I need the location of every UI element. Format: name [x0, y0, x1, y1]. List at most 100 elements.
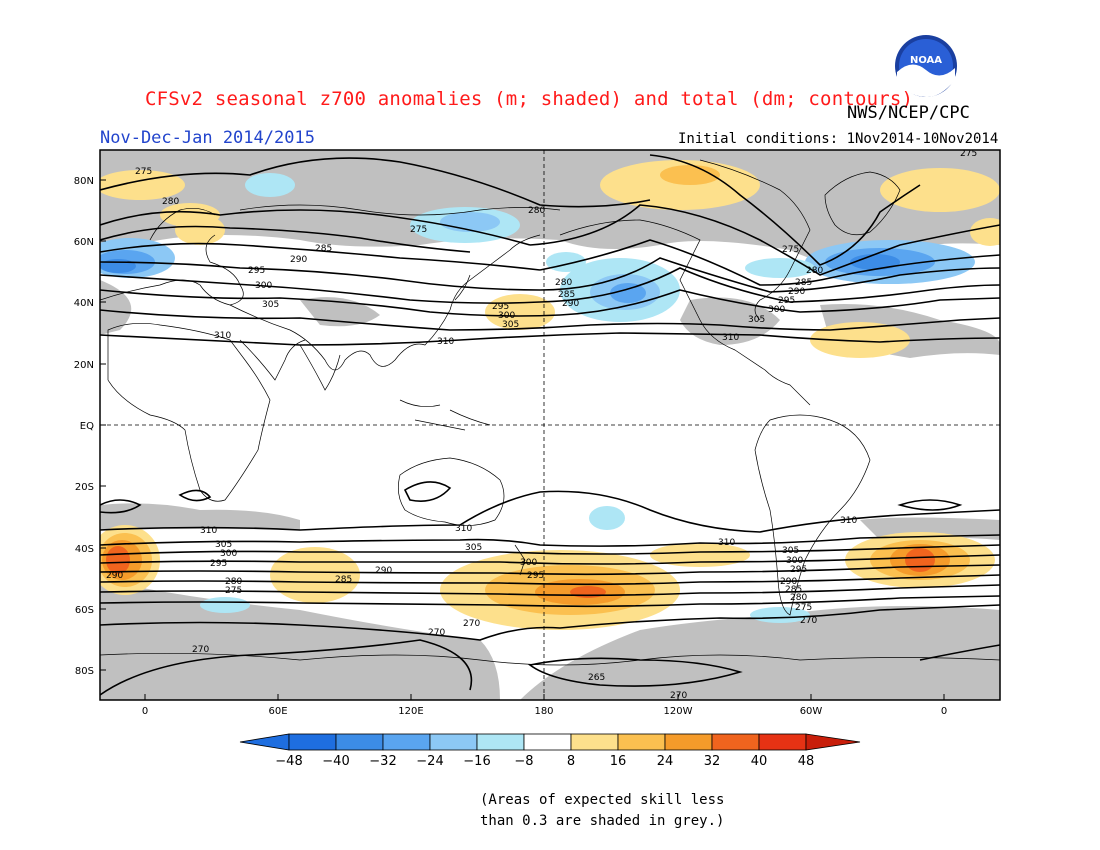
contour-label-300: 300	[498, 311, 515, 321]
contour-label-270: 270	[428, 628, 445, 638]
contour-label-305: 305	[465, 543, 482, 553]
contour-label-305: 305	[262, 300, 279, 310]
colorbar-label: −40	[322, 754, 349, 769]
colorbar-label: 16	[610, 754, 627, 769]
contour-label-295: 295	[527, 571, 544, 581]
lat-tick-label: 80N	[74, 176, 94, 187]
contour-label-285: 285	[335, 575, 352, 585]
contour-label-290: 290	[788, 287, 805, 297]
contour-label-280: 280	[555, 278, 572, 288]
contour-label-295: 295	[790, 565, 807, 575]
colorbar-arrow-left	[239, 733, 290, 751]
contour-label-275: 275	[225, 586, 242, 596]
colorbar-label: −48	[275, 754, 302, 769]
colorbar-cell	[523, 733, 572, 751]
colorbar-cell	[570, 733, 619, 751]
lon-tick-label: 120E	[398, 706, 423, 717]
longitude-axis: 0 60E 120E 180 120W 60W 0	[142, 694, 947, 717]
colorbar-label: 40	[751, 754, 768, 769]
contour-label-275: 275	[410, 225, 427, 235]
anomaly-shading	[100, 160, 1000, 358]
lon-tick-label: 180	[534, 706, 553, 717]
contour-label-310: 310	[200, 526, 217, 536]
contour-label-285: 285	[785, 585, 802, 595]
colorbar: −48 −40 −32 −24 −16 −8 8 16 24 32 40 48	[239, 733, 861, 769]
contour-label-310: 310	[437, 337, 454, 347]
contour-label-285: 285	[315, 244, 332, 254]
contour-label-310: 310	[455, 524, 472, 534]
contour-label-270: 270	[800, 616, 817, 626]
chart-title: CFSv2 seasonal z700 anomalies (m; shaded…	[145, 88, 914, 110]
contour-label-310: 310	[718, 538, 735, 548]
colorbar-cell	[335, 733, 384, 751]
contour-label-300: 300	[786, 556, 803, 566]
contour-label-295: 295	[778, 296, 795, 306]
contour-label-300: 300	[220, 549, 237, 559]
agency-label: NWS/NCEP/CPC	[847, 103, 970, 123]
contour-label-300: 300	[768, 305, 785, 315]
contour-label-280: 280	[162, 197, 179, 207]
contour-label-295: 295	[248, 266, 265, 276]
lat-tick-label: EQ	[80, 421, 94, 432]
contour-label-280: 280	[528, 206, 545, 216]
colorbar-cell	[711, 733, 760, 751]
contour-label-300: 300	[255, 281, 272, 291]
contour-label-275: 275	[782, 245, 799, 255]
contour-label-290: 290	[106, 571, 123, 581]
footnote-line: (Areas of expected skill less	[480, 792, 725, 808]
colorbar-label: −16	[463, 754, 490, 769]
initial-conditions: Initial conditions: 1Nov2014-10Nov2014	[678, 131, 999, 147]
contour-label-270: 270	[463, 619, 480, 629]
lon-tick-label: 120W	[664, 706, 693, 717]
lon-tick-label: 0	[142, 706, 148, 717]
colorbar-cell	[476, 733, 525, 751]
contour-label-310: 310	[722, 333, 739, 343]
colorbar-cell	[382, 733, 431, 751]
colorbar-label: 24	[657, 754, 674, 769]
contour-label-280: 280	[790, 593, 807, 603]
colorbar-arrow-right	[805, 733, 861, 751]
contour-label-285: 285	[795, 278, 812, 288]
colorbar-label: 32	[704, 754, 721, 769]
lat-tick-label: 60S	[75, 605, 94, 616]
lat-tick-label: 80S	[75, 666, 94, 677]
contour-label-305: 305	[502, 320, 519, 330]
lat-tick-label: 20S	[75, 482, 94, 493]
contour-label-280: 280	[225, 577, 242, 587]
contour-label-290: 290	[290, 255, 307, 265]
colorbar-label: −8	[514, 754, 533, 769]
colorbar-label: 8	[567, 754, 575, 769]
colorbar-cell	[664, 733, 713, 751]
lat-tick-label: 40N	[74, 298, 94, 309]
contour-label-310: 310	[214, 331, 231, 341]
contour-label-295: 295	[210, 559, 227, 569]
contour-label-290: 290	[562, 299, 579, 309]
contour-label-310: 310	[840, 516, 857, 526]
contour-label-305: 305	[782, 546, 799, 556]
colorbar-cell	[758, 733, 807, 751]
contour-label-285: 285	[558, 290, 575, 300]
contour-label-295: 295	[492, 302, 509, 312]
noaa-logo: NOAA	[895, 35, 957, 98]
height-contours	[100, 154, 1000, 696]
lat-tick-label: 20N	[74, 360, 94, 371]
colorbar-label: 48	[798, 754, 815, 769]
latitude-axis: 80N 60N 40N 20N EQ 20S 40S 60S 80S	[74, 176, 106, 677]
skill-footnote: (Areas of expected skill less than 0.3 a…	[480, 790, 724, 832]
lat-tick-label: 60N	[74, 237, 94, 248]
contour-label-290: 290	[780, 577, 797, 587]
colorbar-label: −32	[369, 754, 396, 769]
contour-label-300: 300	[520, 558, 537, 568]
colorbar-cell	[617, 733, 666, 751]
svg-text:NOAA: NOAA	[910, 55, 942, 66]
colorbar-cell	[288, 733, 337, 751]
contour-labels: 275 280 275 280 285 290 295 300 305 310 …	[106, 149, 977, 700]
contour-label-305: 305	[748, 315, 765, 325]
footnote-line: than 0.3 are shaded in grey.)	[480, 813, 725, 829]
lon-tick-label: 60E	[268, 706, 287, 717]
contour-label-275: 275	[960, 149, 977, 159]
contour-label-280: 280	[806, 266, 823, 276]
contour-label-290: 290	[375, 566, 392, 576]
contour-label-265: 265	[588, 673, 605, 683]
